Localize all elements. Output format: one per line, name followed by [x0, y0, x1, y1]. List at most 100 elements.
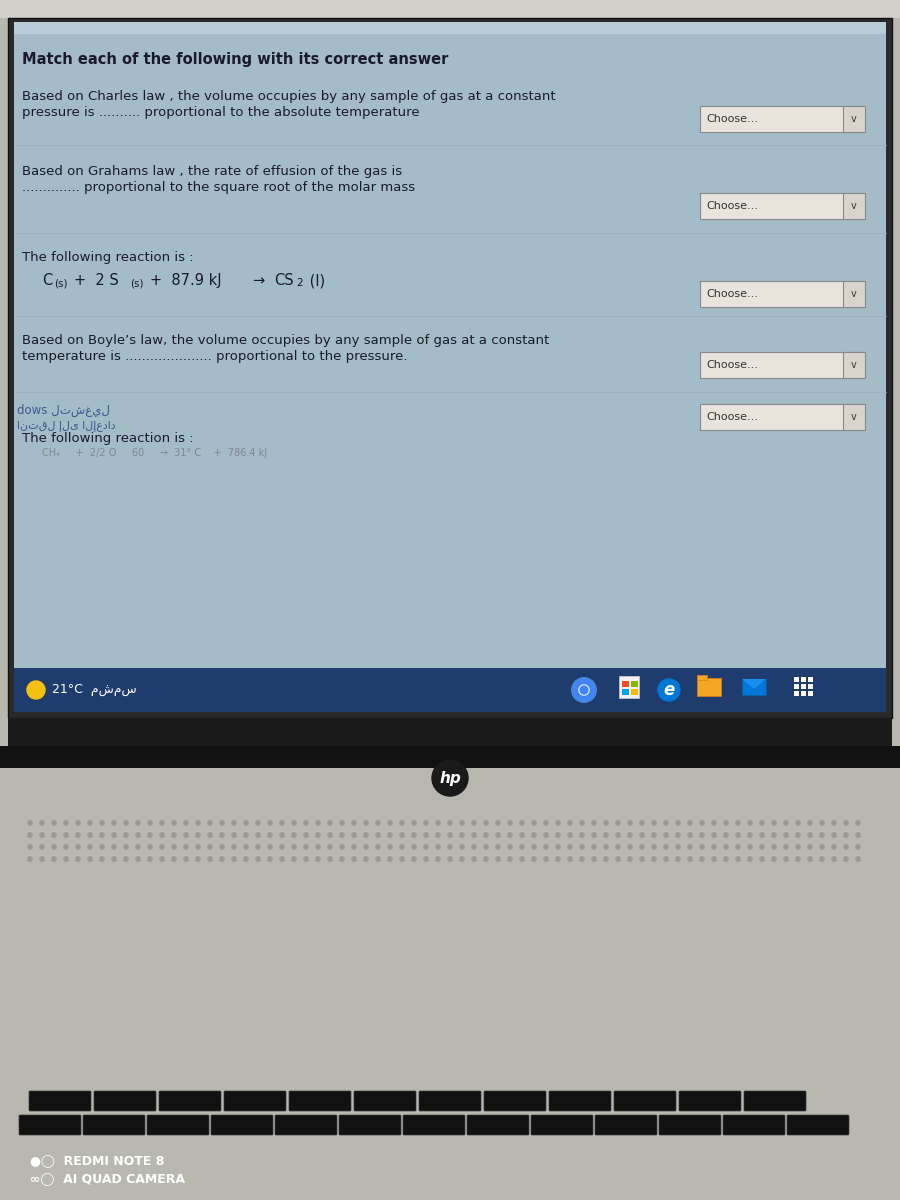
- Circle shape: [472, 821, 476, 826]
- Circle shape: [27, 680, 45, 698]
- Circle shape: [148, 845, 152, 850]
- Text: 2: 2: [296, 278, 302, 288]
- Circle shape: [184, 833, 188, 838]
- Text: (s): (s): [130, 278, 143, 288]
- Circle shape: [340, 857, 344, 862]
- Circle shape: [556, 821, 560, 826]
- Circle shape: [640, 833, 644, 838]
- Circle shape: [460, 833, 464, 838]
- Circle shape: [292, 845, 296, 850]
- Circle shape: [412, 821, 416, 826]
- Circle shape: [376, 845, 380, 850]
- Circle shape: [460, 845, 464, 850]
- Circle shape: [376, 821, 380, 826]
- Bar: [8, 18, 892, 718]
- Circle shape: [532, 833, 536, 838]
- Text: CH₄     +  2/2 O     60     →  31° C    +  786.4 kJ: CH₄ + 2/2 O 60 → 31° C + 786.4 kJ: [42, 448, 267, 458]
- Circle shape: [628, 833, 632, 838]
- FancyBboxPatch shape: [147, 1115, 209, 1135]
- Circle shape: [688, 833, 692, 838]
- Circle shape: [136, 845, 140, 850]
- Circle shape: [412, 857, 416, 862]
- Circle shape: [616, 833, 620, 838]
- Bar: [700, 281, 865, 307]
- Circle shape: [364, 833, 368, 838]
- Circle shape: [748, 857, 752, 862]
- Circle shape: [232, 821, 236, 826]
- FancyBboxPatch shape: [19, 1115, 81, 1135]
- Circle shape: [484, 821, 488, 826]
- Circle shape: [652, 857, 656, 862]
- Bar: [843, 404, 865, 430]
- Circle shape: [496, 833, 500, 838]
- Circle shape: [100, 833, 104, 838]
- FancyBboxPatch shape: [484, 1091, 546, 1111]
- Circle shape: [736, 857, 740, 862]
- Circle shape: [340, 845, 344, 850]
- Circle shape: [160, 857, 164, 862]
- Circle shape: [196, 845, 200, 850]
- Circle shape: [184, 845, 188, 850]
- Circle shape: [328, 857, 332, 862]
- Bar: [843, 352, 865, 378]
- Circle shape: [724, 857, 728, 862]
- Circle shape: [796, 833, 800, 838]
- Text: v: v: [851, 412, 857, 422]
- Circle shape: [628, 857, 632, 862]
- Circle shape: [100, 857, 104, 862]
- Circle shape: [244, 845, 248, 850]
- Circle shape: [844, 857, 848, 862]
- Circle shape: [556, 857, 560, 862]
- Text: The following reaction is :: The following reaction is :: [22, 432, 194, 445]
- Circle shape: [640, 821, 644, 826]
- Circle shape: [28, 821, 32, 826]
- Circle shape: [580, 857, 584, 862]
- FancyBboxPatch shape: [467, 1115, 529, 1135]
- Circle shape: [676, 833, 680, 838]
- Bar: [0, 746, 900, 1200]
- Circle shape: [232, 845, 236, 850]
- Circle shape: [652, 833, 656, 838]
- Circle shape: [64, 821, 68, 826]
- Circle shape: [808, 845, 812, 850]
- Circle shape: [400, 821, 404, 826]
- Circle shape: [280, 833, 284, 838]
- Circle shape: [388, 821, 392, 826]
- Bar: [14, 22, 886, 34]
- Circle shape: [100, 845, 104, 850]
- Circle shape: [820, 857, 824, 862]
- Circle shape: [676, 857, 680, 862]
- Text: C: C: [42, 272, 52, 288]
- FancyBboxPatch shape: [354, 1091, 416, 1111]
- FancyBboxPatch shape: [659, 1115, 721, 1135]
- Circle shape: [280, 821, 284, 826]
- Circle shape: [100, 821, 104, 826]
- Text: Match each of the following with its correct answer: Match each of the following with its cor…: [22, 52, 448, 67]
- Circle shape: [268, 857, 272, 862]
- Text: 21°C  مشمس: 21°C مشمس: [52, 684, 137, 696]
- Circle shape: [232, 833, 236, 838]
- Text: v: v: [851, 360, 857, 370]
- Circle shape: [700, 833, 704, 838]
- Circle shape: [748, 821, 752, 826]
- Text: e: e: [663, 680, 675, 698]
- Circle shape: [568, 845, 572, 850]
- Text: +  2 S: + 2 S: [74, 272, 119, 288]
- Circle shape: [160, 833, 164, 838]
- Circle shape: [544, 857, 548, 862]
- Circle shape: [340, 833, 344, 838]
- Text: Choose...: Choose...: [706, 360, 758, 370]
- Circle shape: [688, 821, 692, 826]
- Bar: [619, 676, 639, 698]
- Circle shape: [484, 857, 488, 862]
- Circle shape: [424, 833, 428, 838]
- Circle shape: [496, 821, 500, 826]
- Circle shape: [220, 833, 224, 838]
- Circle shape: [484, 845, 488, 850]
- Circle shape: [688, 845, 692, 850]
- FancyBboxPatch shape: [29, 1091, 91, 1111]
- Circle shape: [448, 821, 452, 826]
- FancyBboxPatch shape: [744, 1091, 806, 1111]
- Circle shape: [580, 845, 584, 850]
- Circle shape: [592, 821, 596, 826]
